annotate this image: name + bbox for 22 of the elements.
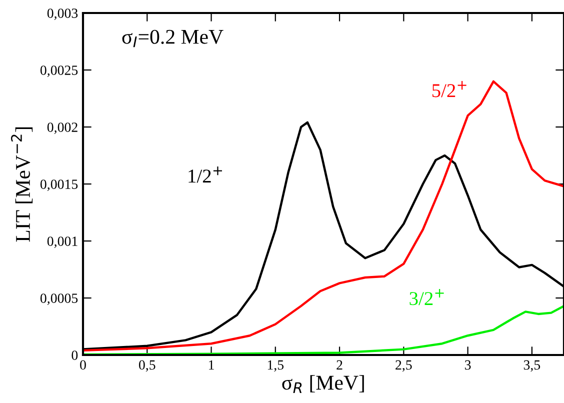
y-tick-label: 0,001	[47, 236, 78, 248]
x-tick-label: 2,5	[396, 360, 412, 372]
x-tick-label: 3	[464, 360, 471, 370]
x-tick-label: 0,5	[138, 360, 156, 372]
x-tick-label: 3,5	[524, 360, 540, 372]
x-axis-title: σ$_{R}$ [MeV]	[282, 375, 364, 393]
line-series	[83, 80, 564, 352]
series-label: 3/2$^{+}$	[410, 288, 444, 306]
x-tick-label: 2	[336, 360, 342, 370]
x-tick-label: 0	[80, 360, 86, 370]
y-tick-label: 0,0005	[40, 294, 78, 305]
y-tick-label: 0	[72, 350, 78, 360]
y-tick-label: 0,003	[47, 8, 78, 20]
series-label: 5/2$^{+}$	[432, 81, 466, 98]
y-axis-title: LIT [MeV$^{−2}$]	[10, 127, 33, 242]
x-tick-label: 1,5	[268, 360, 284, 372]
annotation: σ$_{I}$=0.2 MeV	[122, 30, 224, 48]
text: 1/2$^{+}$	[188, 166, 222, 183]
x-tick-label: 1	[209, 360, 214, 370]
y-tick-label: 0,002	[47, 122, 78, 134]
y-tick-label: 0,0025	[40, 66, 78, 77]
y-tick-label: 0,0015	[40, 180, 78, 191]
